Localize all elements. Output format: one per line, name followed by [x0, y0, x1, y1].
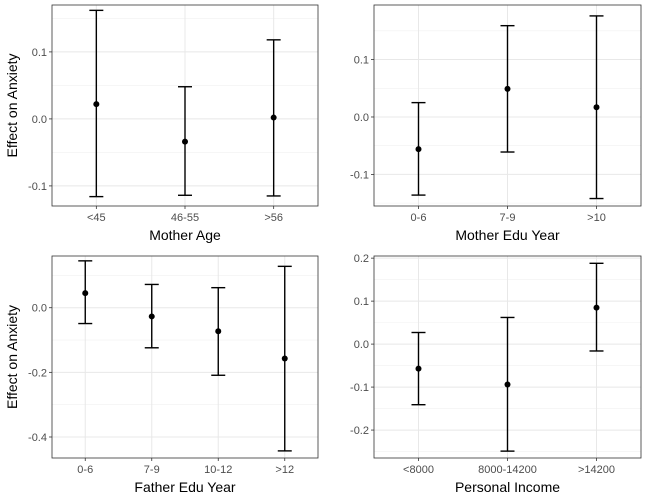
y-tick-label: 0.2	[354, 253, 369, 265]
point-estimate	[270, 114, 277, 121]
y-tick-label: -0.1	[350, 169, 369, 181]
x-tick-label: 7-9	[144, 464, 160, 476]
x-tick-label: 0-6	[411, 212, 427, 224]
chart-panel-1: -0.1 0.0 0.1 <45 46-55 >56 Mother Age Effect on…	[4, 4, 319, 243]
y-tick-label: 0.0	[354, 339, 369, 351]
y-tick-label: -0.2	[350, 425, 369, 437]
point-estimate	[148, 313, 155, 320]
x-axis-title: Father Edu Year	[134, 479, 236, 495]
x-tick-label: 46-55	[171, 212, 199, 224]
x-tick-label: <8000	[403, 464, 434, 476]
x-axis-title: Mother Edu Year	[455, 227, 560, 243]
x-tick-label: 7-9	[500, 212, 516, 224]
point-estimate	[93, 101, 100, 108]
y-tick-label: 0.0	[32, 114, 47, 126]
panel-border	[51, 255, 319, 459]
y-tick-label: 0.0	[32, 303, 47, 315]
x-tick-label: >12	[275, 464, 294, 476]
point-estimate	[593, 304, 600, 311]
x-tick-label: 0-6	[77, 464, 93, 476]
chart-panel-2: -0.1 0.0 0.1 0-6 7-9 >10 Mother Edu Year	[350, 4, 642, 243]
point-estimate	[504, 381, 511, 388]
chart-panel-3: -0.4 -0.2 0.0 0-6 7-9 10-12 >12 Father Edu Year…	[4, 255, 319, 495]
y-axis-title: Effect on Anxiety	[4, 305, 20, 409]
y-tick-label: -0.1	[350, 382, 369, 394]
chart-panel-4: -0.2 -0.1 0.0 0.1 0.2 <8000 8000-14200 >14200 Pe…	[350, 253, 642, 495]
point-estimate	[182, 138, 188, 145]
x-tick-label: >10	[587, 212, 606, 224]
y-tick-label: -0.1	[28, 181, 47, 193]
x-tick-label: 8000-14200	[478, 464, 537, 476]
point-estimate	[415, 365, 422, 372]
x-tick-label: >56	[264, 212, 283, 224]
point-estimate	[415, 146, 422, 153]
x-tick-label: <45	[87, 212, 106, 224]
y-tick-label: -0.2	[28, 367, 47, 379]
point-estimate	[82, 290, 89, 297]
x-tick-label: >14200	[578, 464, 615, 476]
y-tick-label: 0.0	[354, 112, 369, 124]
point-estimate	[281, 355, 288, 362]
y-axis-title: Effect on Anxiety	[4, 53, 20, 157]
y-tick-label: 0.1	[354, 296, 369, 308]
point-estimate	[215, 328, 222, 335]
point-estimate	[593, 104, 600, 111]
y-tick-label: 0.1	[32, 47, 47, 59]
y-tick-label: 0.1	[354, 55, 369, 67]
point-estimate	[504, 85, 511, 92]
y-tick-label: -0.4	[28, 432, 47, 444]
x-axis-title: Mother Age	[149, 227, 221, 243]
x-tick-label: 10-12	[204, 464, 232, 476]
x-axis-title: Personal Income	[455, 479, 560, 495]
